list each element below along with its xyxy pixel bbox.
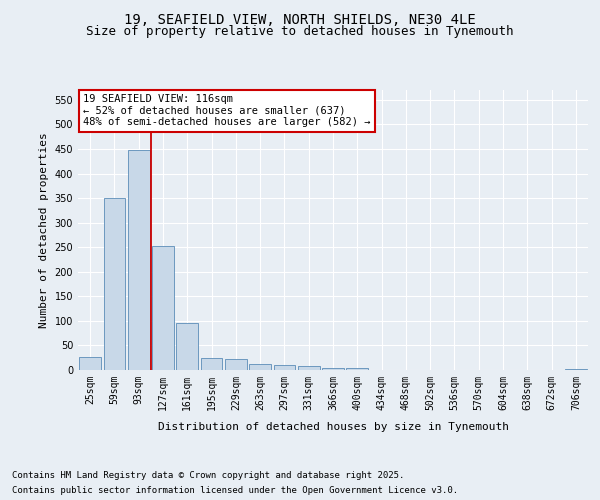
- Bar: [200, 358, 223, 370]
- Text: Distribution of detached houses by size in Tynemouth: Distribution of detached houses by size …: [158, 422, 509, 432]
- Bar: [225, 359, 247, 370]
- Bar: [104, 198, 125, 370]
- Bar: [152, 246, 174, 370]
- Text: 19 SEAFIELD VIEW: 116sqm
← 52% of detached houses are smaller (637)
48% of semi-: 19 SEAFIELD VIEW: 116sqm ← 52% of detach…: [83, 94, 371, 128]
- Bar: [565, 368, 587, 370]
- Bar: [79, 356, 101, 370]
- Bar: [176, 324, 198, 370]
- Bar: [298, 366, 320, 370]
- Bar: [346, 368, 368, 370]
- Bar: [274, 364, 295, 370]
- Bar: [128, 150, 149, 370]
- Text: Contains HM Land Registry data © Crown copyright and database right 2025.: Contains HM Land Registry data © Crown c…: [12, 471, 404, 480]
- Text: Size of property relative to detached houses in Tynemouth: Size of property relative to detached ho…: [86, 25, 514, 38]
- Y-axis label: Number of detached properties: Number of detached properties: [39, 132, 49, 328]
- Text: 19, SEAFIELD VIEW, NORTH SHIELDS, NE30 4LE: 19, SEAFIELD VIEW, NORTH SHIELDS, NE30 4…: [124, 12, 476, 26]
- Bar: [322, 368, 344, 370]
- Bar: [249, 364, 271, 370]
- Text: Contains public sector information licensed under the Open Government Licence v3: Contains public sector information licen…: [12, 486, 458, 495]
